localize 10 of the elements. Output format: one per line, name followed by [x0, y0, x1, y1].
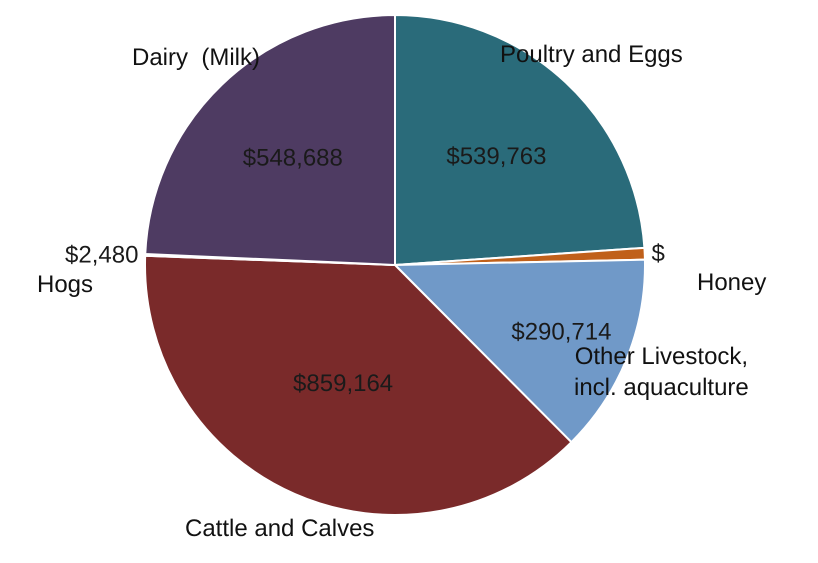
data-label: $539,763 [446, 142, 546, 170]
data-label: $290,714 [511, 318, 612, 346]
data-label: $859,164 [293, 370, 394, 398]
slice-label: Dairy (Milk) [132, 44, 260, 71]
slice-label: Honey [697, 269, 766, 296]
data-label: $2,480 [65, 241, 138, 268]
slice-label: Hogs [37, 271, 94, 298]
slice-label: Cattle and Calves [185, 515, 374, 542]
data-label: $ [651, 240, 665, 268]
data-label: $548,688 [242, 144, 343, 172]
